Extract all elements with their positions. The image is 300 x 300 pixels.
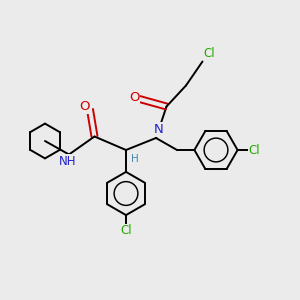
Text: NH: NH — [59, 154, 76, 168]
Text: Cl: Cl — [203, 46, 215, 60]
Text: N: N — [154, 123, 164, 136]
Text: Cl: Cl — [248, 143, 260, 157]
Text: O: O — [79, 100, 90, 113]
Text: Cl: Cl — [120, 224, 132, 238]
Text: O: O — [129, 91, 140, 104]
Text: H: H — [130, 154, 138, 164]
